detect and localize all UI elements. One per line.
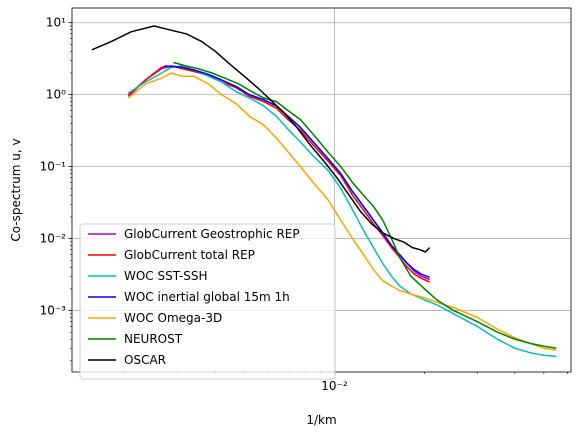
legend-label: GlobCurrent Geostrophic REP (124, 227, 300, 241)
legend: GlobCurrent Geostrophic REP GlobCurrent t… (79, 223, 336, 380)
legend-label: OSCAR (124, 353, 166, 367)
legend-label: WOC inertial global 15m 1h (124, 290, 290, 304)
legend-box (79, 223, 336, 380)
series-line-globcurrent-total-rep (127, 65, 430, 283)
x-axis-label: 1/km (306, 413, 336, 427)
ticks: 10⁻² 10⁻³ 10⁻² 10⁻¹ 10⁰ 10¹ (40, 16, 568, 393)
series-line-neurost (173, 61, 557, 349)
y-tick-label: 10⁻² (40, 232, 67, 246)
y-tick-label: 10¹ (46, 16, 66, 30)
x-tick-label: 10⁻² (321, 379, 348, 393)
series-line-oscar (91, 25, 431, 253)
legend-label: WOC Omega-3D (124, 311, 222, 325)
y-tick-label: 10⁻¹ (40, 160, 67, 174)
series-line-woc-inertial-global-15m-1h (164, 65, 430, 279)
series-layer (91, 25, 557, 358)
legend-label: NEUROST (124, 332, 183, 346)
y-axis-label: Co-spectrum u, v (9, 138, 23, 241)
legend-label: GlobCurrent total REP (124, 248, 255, 262)
legend-label: WOC SST-SSH (124, 269, 208, 283)
y-tick-label: 10⁰ (46, 88, 66, 102)
y-tick-label: 10⁻³ (40, 304, 67, 318)
series-line-woc-omega-3d (127, 72, 557, 352)
